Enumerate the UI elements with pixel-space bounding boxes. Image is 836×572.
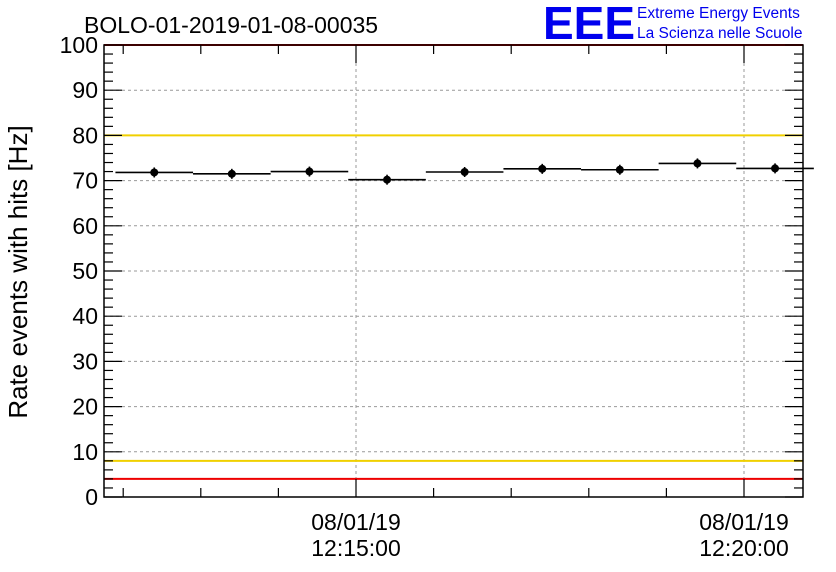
data-point bbox=[538, 164, 547, 173]
x-tick-label-date: 08/01/19 bbox=[699, 509, 789, 535]
y-tick-label: 50 bbox=[72, 258, 98, 284]
eee-logo: EEE Extreme Energy Events La Scienza nel… bbox=[543, 0, 802, 49]
y-tick-label: 30 bbox=[72, 348, 98, 374]
x-tick-label-time: 12:15:00 bbox=[311, 535, 401, 561]
data-point bbox=[460, 168, 469, 177]
logo-mark: EEE bbox=[543, 0, 635, 49]
grid-layer bbox=[104, 45, 803, 497]
data-point bbox=[227, 169, 236, 178]
data-point bbox=[150, 168, 159, 177]
chart-title: BOLO-01-2019-01-08-00035 bbox=[84, 12, 378, 38]
y-axis-title: Rate events with hits [Hz] bbox=[3, 125, 33, 418]
data-point bbox=[383, 175, 392, 184]
logo-line-1: Extreme Energy Events bbox=[637, 5, 800, 22]
y-tick-label: 0 bbox=[85, 484, 98, 510]
data-point bbox=[693, 159, 702, 168]
y-axis-ticks: 0 10 20 30 40 50 60 70 80 90 100 bbox=[60, 32, 803, 510]
logo-line-2: La Scienza nelle Scuole bbox=[637, 25, 802, 42]
data-point bbox=[305, 167, 314, 176]
y-tick-label: 70 bbox=[72, 168, 98, 194]
y-tick-label: 60 bbox=[72, 213, 98, 239]
y-tick-label: 40 bbox=[72, 303, 98, 329]
x-tick-label-time: 12:20:00 bbox=[699, 535, 789, 561]
data-point bbox=[615, 165, 624, 174]
y-tick-label: 10 bbox=[72, 439, 98, 465]
x-tick-label-date: 08/01/19 bbox=[311, 509, 401, 535]
y-tick-label: 80 bbox=[72, 122, 98, 148]
y-tick-label: 20 bbox=[72, 394, 98, 420]
data-point bbox=[771, 164, 780, 173]
y-tick-label: 90 bbox=[72, 77, 98, 103]
data-points bbox=[115, 158, 814, 185]
y-tick-label: 100 bbox=[60, 32, 98, 58]
threshold-lines bbox=[104, 44, 803, 480]
